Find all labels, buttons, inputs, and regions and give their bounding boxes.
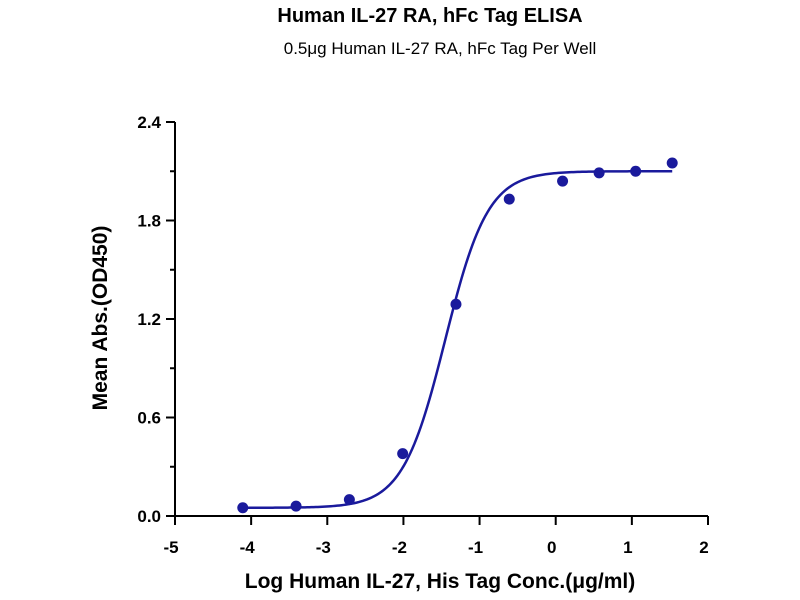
y-tick-label: 1.2	[137, 310, 161, 329]
data-point	[397, 448, 409, 460]
chart-title: Human IL-27 RA, hFc Tag ELISA	[277, 5, 582, 27]
fit-curve	[242, 170, 673, 510]
data-point	[343, 494, 355, 506]
data-point	[630, 165, 642, 177]
x-tick-label: 2	[699, 538, 708, 557]
x-axis: -5 -4 -3 -2 -1 0 1 2	[163, 515, 709, 557]
y-tick-label: 2.4	[137, 113, 161, 132]
x-tick-label: -3	[316, 538, 331, 557]
data-point	[593, 167, 605, 179]
data-point	[666, 157, 678, 169]
data-point	[290, 500, 302, 512]
data-point	[450, 298, 462, 310]
data-point	[557, 175, 569, 187]
x-tick-label: -5	[163, 538, 178, 557]
x-tick-label: 1	[623, 538, 632, 557]
x-axis-label: Log Human IL-27, His Tag Conc.(μg/ml)	[245, 570, 635, 593]
y-tick-label: 1.8	[137, 212, 161, 231]
x-tick-label: -1	[468, 538, 483, 557]
data-point	[237, 502, 249, 514]
chart-subtitle: 0.5μg Human IL-27 RA, hFc Tag Per Well	[284, 39, 596, 58]
x-tick-label: 0	[547, 538, 556, 557]
series-group	[237, 157, 678, 514]
x-tick-label: -4	[240, 538, 256, 557]
y-axis-label: Mean Abs.(OD450)	[89, 226, 112, 411]
x-tick-label: -2	[392, 538, 407, 557]
y-axis: 0.0 0.6 1.2 1.8 2.4	[137, 113, 176, 526]
y-tick-label: 0.6	[137, 409, 161, 428]
y-tick-label: 0.0	[137, 507, 161, 526]
data-point	[503, 193, 515, 205]
